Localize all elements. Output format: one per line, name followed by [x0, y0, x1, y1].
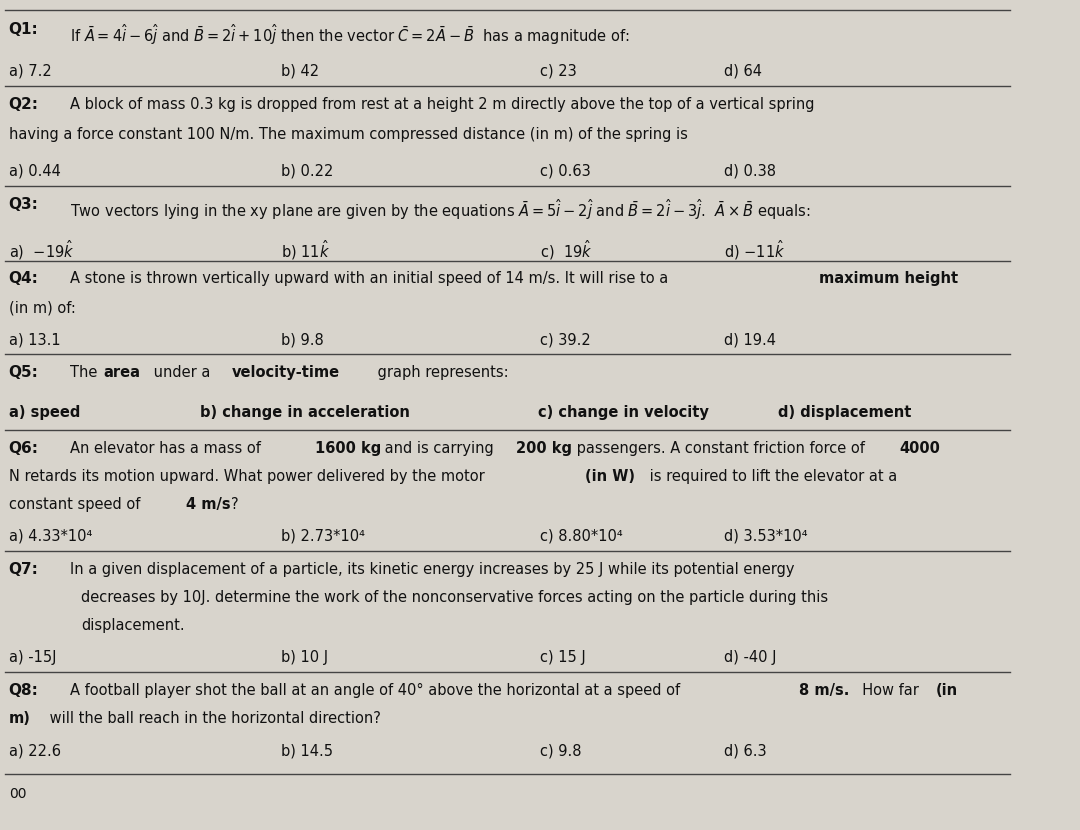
Text: will the ball reach in the horizontal direction?: will the ball reach in the horizontal di… [45, 711, 381, 726]
Text: 4 m/s: 4 m/s [186, 497, 230, 512]
Text: c) 0.63: c) 0.63 [540, 164, 591, 178]
Text: ?: ? [231, 497, 239, 512]
Text: Q7:: Q7: [9, 562, 39, 577]
Text: 1600 kg: 1600 kg [315, 441, 381, 456]
Text: passengers. A constant friction force of: passengers. A constant friction force of [572, 441, 869, 456]
Text: N retards its motion upward. What power delivered by the motor: N retards its motion upward. What power … [9, 469, 489, 484]
Text: maximum height: maximum height [819, 271, 958, 286]
Text: b) $11\hat{k}$: b) $11\hat{k}$ [281, 238, 330, 262]
Text: A football player shot the ball at an angle of 40° above the horizontal at a spe: A football player shot the ball at an an… [70, 683, 685, 698]
Text: c) 8.80*10⁴: c) 8.80*10⁴ [540, 529, 623, 544]
Text: If $\bar{A} = 4\hat{i} - 6\hat{j}$ and $\bar{B} = 2\hat{i} + 10\hat{j}$ then the: If $\bar{A} = 4\hat{i} - 6\hat{j}$ and $… [70, 22, 630, 47]
Text: b) 2.73*10⁴: b) 2.73*10⁴ [281, 529, 365, 544]
Text: a) 0.44: a) 0.44 [9, 164, 60, 178]
Text: d) 19.4: d) 19.4 [724, 332, 775, 347]
Text: Two vectors lying in the xy plane are given by the equations $\bar{A} = 5\hat{i}: Two vectors lying in the xy plane are gi… [70, 197, 811, 222]
Text: a) 13.1: a) 13.1 [9, 332, 60, 347]
Text: 200 kg: 200 kg [516, 441, 572, 456]
Text: graph represents:: graph represents: [373, 365, 509, 380]
Text: d) 64: d) 64 [724, 64, 761, 79]
Text: A stone is thrown vertically upward with an initial speed of 14 m/s. It will ris: A stone is thrown vertically upward with… [70, 271, 673, 286]
Text: Q8:: Q8: [9, 683, 39, 698]
Text: b) 14.5: b) 14.5 [281, 744, 333, 759]
Text: a)  $-19\hat{k}$: a) $-19\hat{k}$ [9, 238, 75, 262]
Text: d) 0.38: d) 0.38 [724, 164, 775, 178]
Text: under a: under a [149, 365, 215, 380]
Text: a) speed: a) speed [9, 405, 80, 420]
Text: c) 39.2: c) 39.2 [540, 332, 591, 347]
Text: a) 4.33*10⁴: a) 4.33*10⁴ [9, 529, 92, 544]
Text: a) 22.6: a) 22.6 [9, 744, 60, 759]
Text: Q2:: Q2: [9, 97, 39, 112]
Text: (in: (in [935, 683, 957, 698]
Text: d) 3.53*10⁴: d) 3.53*10⁴ [724, 529, 807, 544]
Text: b) 42: b) 42 [281, 64, 319, 79]
Text: and is carrying: and is carrying [380, 441, 499, 456]
Text: d) displacement: d) displacement [778, 405, 910, 420]
Text: (in m) of:: (in m) of: [9, 300, 76, 315]
Text: Q3:: Q3: [9, 197, 39, 212]
Text: Q1:: Q1: [9, 22, 39, 37]
Text: c)  $19\hat{k}$: c) $19\hat{k}$ [540, 238, 593, 262]
Text: displacement.: displacement. [81, 618, 185, 633]
Text: b) 0.22: b) 0.22 [281, 164, 333, 178]
Text: (in W): (in W) [585, 469, 635, 484]
Text: A block of mass 0.3 kg is dropped from rest at a height 2 m directly above the t: A block of mass 0.3 kg is dropped from r… [70, 97, 814, 112]
Text: c) 9.8: c) 9.8 [540, 744, 581, 759]
Text: a) -15J: a) -15J [9, 650, 56, 665]
Text: An elevator has a mass of: An elevator has a mass of [70, 441, 266, 456]
Text: How far: How far [853, 683, 923, 698]
Text: 4000: 4000 [900, 441, 941, 456]
Text: c) change in velocity: c) change in velocity [538, 405, 708, 420]
Text: d) -40 J: d) -40 J [724, 650, 777, 665]
Text: 00: 00 [9, 787, 26, 801]
Text: a) 7.2: a) 7.2 [9, 64, 52, 79]
Text: In a given displacement of a particle, its kinetic energy increases by 25 J whil: In a given displacement of a particle, i… [70, 562, 795, 577]
Text: c) 23: c) 23 [540, 64, 577, 79]
Text: Q4:: Q4: [9, 271, 39, 286]
Text: m): m) [9, 711, 30, 726]
Text: b) 9.8: b) 9.8 [281, 332, 324, 347]
Text: The: The [70, 365, 103, 380]
Text: constant speed of: constant speed of [9, 497, 145, 512]
Text: b) 10 J: b) 10 J [281, 650, 328, 665]
Text: Q5:: Q5: [9, 365, 39, 380]
Text: velocity-time: velocity-time [232, 365, 340, 380]
Text: Q6:: Q6: [9, 441, 39, 456]
Text: d) 6.3: d) 6.3 [724, 744, 766, 759]
Text: area: area [104, 365, 140, 380]
Text: having a force constant 100 N/m. The maximum compressed distance (in m) of the s: having a force constant 100 N/m. The max… [9, 127, 688, 142]
Text: is required to lift the elevator at a: is required to lift the elevator at a [645, 469, 897, 484]
Text: c) 15 J: c) 15 J [540, 650, 585, 665]
Text: d) $-11\hat{k}$: d) $-11\hat{k}$ [724, 238, 785, 262]
Text: b) change in acceleration: b) change in acceleration [200, 405, 409, 420]
Text: 8 m/s.: 8 m/s. [799, 683, 850, 698]
Text: decreases by 10J. determine the work of the nonconservative forces acting on the: decreases by 10J. determine the work of … [81, 590, 828, 605]
